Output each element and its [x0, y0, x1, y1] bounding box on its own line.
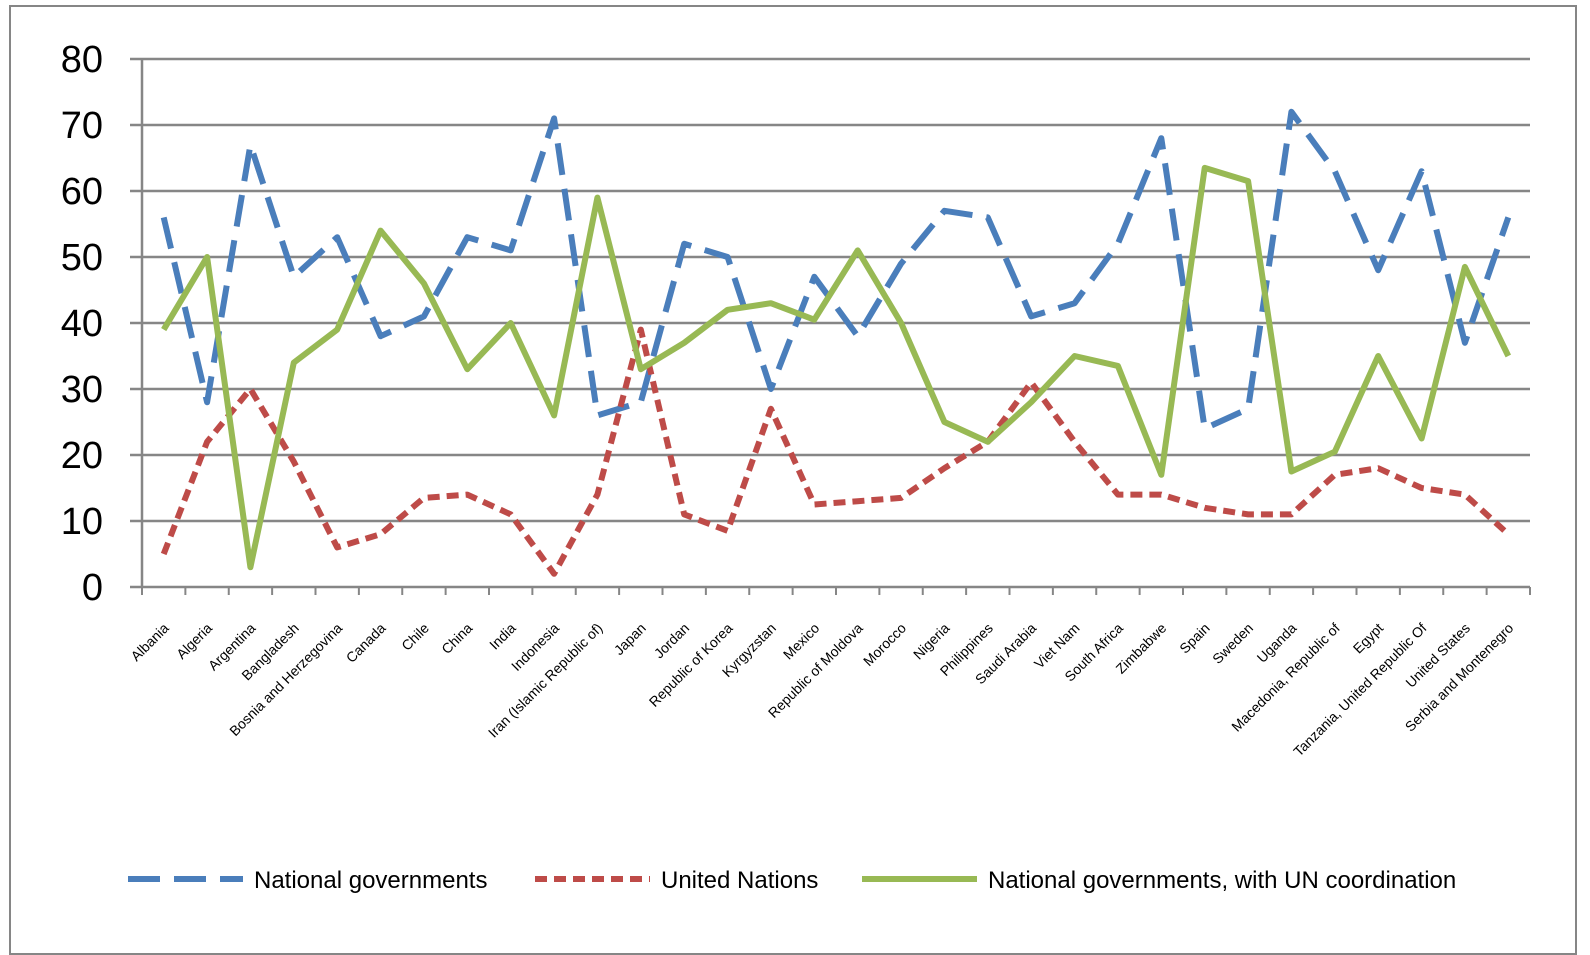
y-tick-label: 10 — [61, 501, 103, 543]
y-axis: 0 10 20 30 40 50 60 70 80 — [61, 39, 144, 609]
series-line-1 — [160, 108, 1512, 432]
x-tick-label: Chile — [398, 620, 432, 654]
series-line-2 — [160, 326, 1511, 577]
y-tick-label: 70 — [61, 105, 103, 147]
y-tick-label: 20 — [61, 435, 103, 477]
legend-label: National governments, with UN coordinati… — [988, 867, 1456, 894]
series-line-3 — [161, 164, 1511, 571]
y-tick-label: 60 — [61, 171, 103, 213]
x-tick-label: Egypt — [1350, 620, 1387, 657]
y-tick-label: 80 — [61, 39, 103, 81]
x-tick-label: China — [438, 620, 475, 657]
x-tick-label: Sweden — [1209, 620, 1256, 667]
x-tick-label: Japan — [611, 620, 649, 658]
legend: National governments United Nations Nation… — [128, 867, 1456, 894]
x-tick-label: Jordan — [651, 620, 693, 662]
x-axis: Albania AlgeriaArgentinaBangladeshBosnia … — [127, 585, 1531, 759]
x-tick-label: Nigeria — [910, 620, 953, 663]
legend-label: United Nations — [661, 867, 818, 894]
series-lines — [160, 108, 1512, 577]
y-tick-label: 30 — [61, 369, 103, 411]
y-tick-label: 40 — [61, 303, 103, 345]
y-tick-label: 0 — [82, 567, 103, 609]
x-tick-label: India — [486, 620, 519, 653]
x-tick-label: Canada — [343, 620, 389, 666]
x-tick-label: Morocco — [860, 620, 909, 669]
legend-label: National governments — [254, 867, 487, 894]
x-tick-label: Mexico — [780, 620, 823, 663]
x-tick-label: Algeria — [173, 620, 215, 662]
gridlines — [130, 57, 1530, 523]
y-tick-label: 50 — [61, 237, 103, 279]
x-tick-label: Albania — [127, 620, 171, 664]
x-tick-label: Spain — [1176, 620, 1213, 657]
